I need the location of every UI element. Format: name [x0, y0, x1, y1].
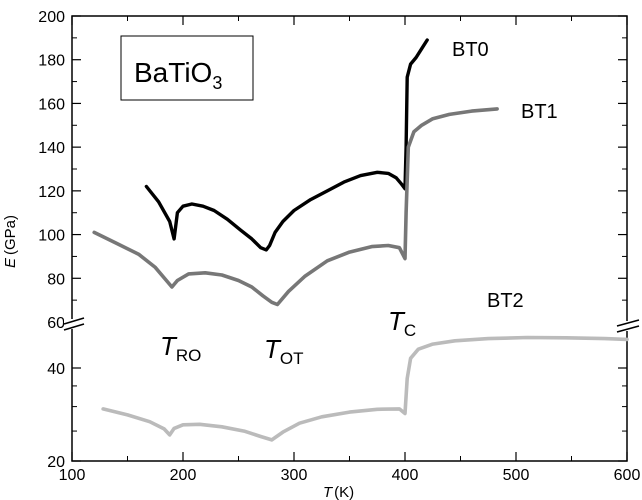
series-line-bt0	[144, 38, 429, 252]
y-tick-label: 180	[38, 53, 65, 70]
series-line-bt1	[92, 107, 499, 307]
axis-break-right	[616, 319, 640, 333]
y-axis-title: E(GPa)	[2, 215, 19, 268]
series-label-bt2: BT2	[487, 290, 524, 312]
y-tick-label: 60	[47, 315, 65, 332]
y-tick-label: 120	[38, 184, 65, 201]
y-tick-label: 160	[38, 96, 65, 113]
y-tick-label: 80	[47, 271, 65, 288]
x-tick-label: 300	[281, 467, 308, 484]
x-tick-label: 200	[170, 467, 197, 484]
material-label: BaTiO3	[134, 57, 222, 93]
x-tick-label: 400	[392, 467, 419, 484]
tick-labels: 100 200 300 400 500 600 60 80 100 120 140 160 180 200…	[38, 9, 640, 484]
x-axis-title: T (K)	[323, 484, 354, 500]
material-box	[120, 35, 254, 101]
series-label-bt1: BT1	[521, 101, 558, 123]
y-tick-label: 100	[38, 228, 65, 245]
annotation-t-ro: TRO	[160, 331, 201, 365]
x-tick-label: 600	[614, 467, 641, 484]
y-tick-label: 40	[47, 361, 65, 378]
y-tick-label: 140	[38, 140, 65, 157]
y-tick-label: 20	[47, 454, 65, 471]
series-label-bt0: BT0	[452, 39, 489, 61]
axis-break-left	[63, 317, 85, 331]
series-lines	[92, 38, 629, 442]
x-tick-label: 500	[503, 467, 530, 484]
annotation-t-c: TC	[388, 306, 416, 340]
y-tick-label: 200	[38, 9, 65, 26]
x-tick-label: 100	[59, 467, 86, 484]
annotation-t-ot: TOT	[264, 334, 304, 368]
series-line-bt2	[101, 335, 629, 442]
